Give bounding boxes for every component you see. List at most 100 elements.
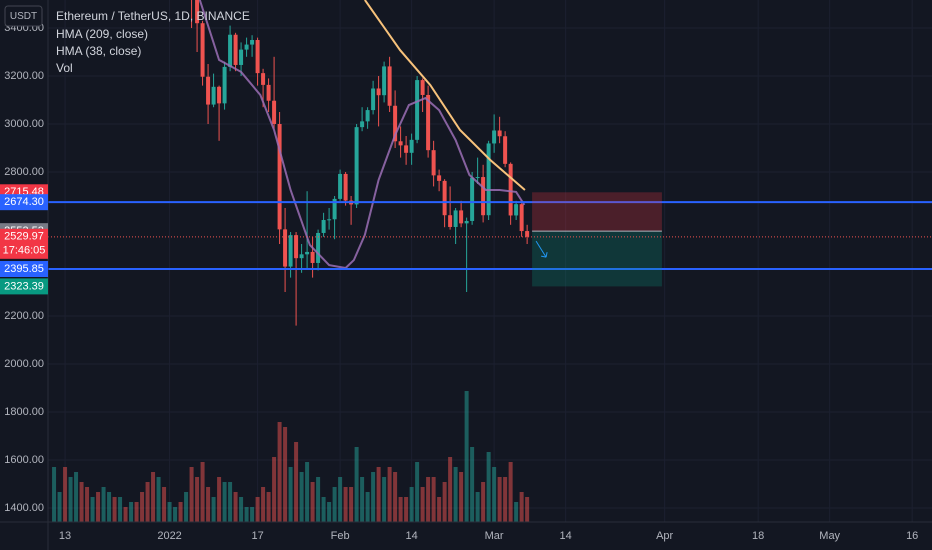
x-tick-label: May: [819, 530, 840, 542]
x-tick-label: Mar: [485, 530, 504, 542]
volume-bar: [239, 497, 244, 522]
currency-box[interactable]: [4, 5, 43, 27]
volume-bar: [222, 482, 227, 522]
volume-bar: [195, 477, 200, 522]
candle-body: [481, 177, 486, 216]
volume-bar: [327, 502, 332, 522]
volume-bar: [470, 447, 475, 522]
volume-bar: [321, 497, 326, 522]
candle-body: [464, 220, 469, 224]
legend-entry[interactable]: HMA (38, close): [56, 44, 141, 58]
y-tick-label: 1400.00: [4, 502, 44, 514]
y-tick-label: 1600.00: [4, 454, 44, 466]
volume-bar: [316, 477, 321, 522]
volume-bar: [354, 447, 359, 522]
volume-bar: [426, 477, 431, 522]
legend-entry[interactable]: HMA (209, close): [56, 27, 148, 41]
volume-bar: [404, 497, 409, 522]
candle-body: [470, 177, 475, 221]
volume-bar: [481, 482, 486, 522]
candle-body: [486, 143, 491, 216]
candle-body: [376, 88, 381, 96]
candle-body: [508, 163, 513, 216]
volume-bar: [151, 472, 156, 522]
volume-bar: [123, 507, 128, 522]
candle-body: [525, 231, 530, 237]
y-tick-label: 3000.00: [4, 118, 44, 130]
volume-bar: [519, 492, 524, 522]
volume-bar: [178, 502, 183, 522]
x-tick-label: 14: [560, 530, 572, 542]
candle-body: [437, 175, 442, 181]
x-tick-label: Feb: [331, 530, 350, 542]
x-tick-label: 18: [752, 530, 764, 542]
volume-bar: [162, 487, 167, 522]
candle-body: [277, 124, 282, 230]
candle-body: [310, 251, 315, 263]
volume-bar: [514, 502, 519, 522]
x-tick-label: Apr: [656, 530, 673, 542]
currency: USDT: [10, 11, 37, 22]
volume-bar: [459, 472, 464, 522]
countdown: 17:46:05: [3, 245, 46, 257]
candle-body: [266, 84, 271, 101]
candle-body: [442, 180, 447, 216]
volume-bar: [206, 487, 211, 522]
indicator-line: [198, 0, 526, 270]
candle-body: [497, 130, 502, 137]
volume-bar: [145, 482, 150, 522]
volume-bar: [398, 497, 403, 522]
candle-body: [415, 80, 420, 140]
candle-body: [217, 86, 222, 104]
volume-bar: [96, 492, 101, 522]
candle-body: [409, 139, 414, 153]
candle-body: [195, 0, 200, 24]
volume-bar: [486, 452, 491, 522]
axis-labels: 2715.482674.302395.852553.532529.9717:46…: [0, 184, 48, 295]
volume-bar: [453, 467, 458, 522]
candle-body: [503, 136, 508, 164]
price-label: 2674.30: [4, 196, 44, 208]
price-axis: 3400.003200.003000.002800.002200.002000.…: [4, 22, 918, 542]
volume-bar: [387, 467, 392, 522]
candle-body: [255, 40, 260, 74]
volume-bar: [299, 472, 304, 522]
volume-bar: [118, 497, 123, 522]
volume-bar: [349, 487, 354, 522]
x-tick-label: 2022: [157, 530, 181, 542]
price-label-box: [0, 194, 48, 211]
volume-bar: [79, 482, 84, 522]
volume-bar: [409, 487, 414, 522]
volume-bar: [134, 502, 139, 522]
volume-bar: [52, 467, 57, 522]
candle-body: [222, 66, 227, 104]
volume-bar: [101, 487, 106, 522]
volume-bar: [431, 477, 436, 522]
volume-bar: [140, 492, 145, 522]
price-label: 2395.85: [4, 263, 44, 275]
volume-bar: [233, 492, 238, 522]
candle-body: [354, 127, 359, 205]
volume-bar: [376, 467, 381, 522]
volume-bar: [107, 492, 112, 522]
candle-body: [387, 66, 392, 106]
y-tick-label: 2200.00: [4, 310, 44, 322]
volume-bar: [90, 497, 95, 522]
price-label-box: [0, 261, 48, 278]
volume-bar: [167, 502, 172, 522]
legend-entry[interactable]: Vol: [56, 61, 73, 75]
candle-body: [332, 198, 337, 220]
indicator-line: [364, 0, 526, 191]
volume-bar: [448, 457, 453, 522]
volume-bar: [310, 482, 315, 522]
volume-bar: [228, 482, 233, 522]
volume-bar: [85, 487, 90, 522]
candle-body: [431, 150, 436, 176]
candle-body: [492, 130, 497, 144]
volume-bar: [475, 492, 480, 522]
volume-bar: [420, 487, 425, 522]
candle-body: [365, 110, 370, 122]
volume-bar: [63, 467, 68, 522]
volume-bar: [288, 467, 293, 522]
